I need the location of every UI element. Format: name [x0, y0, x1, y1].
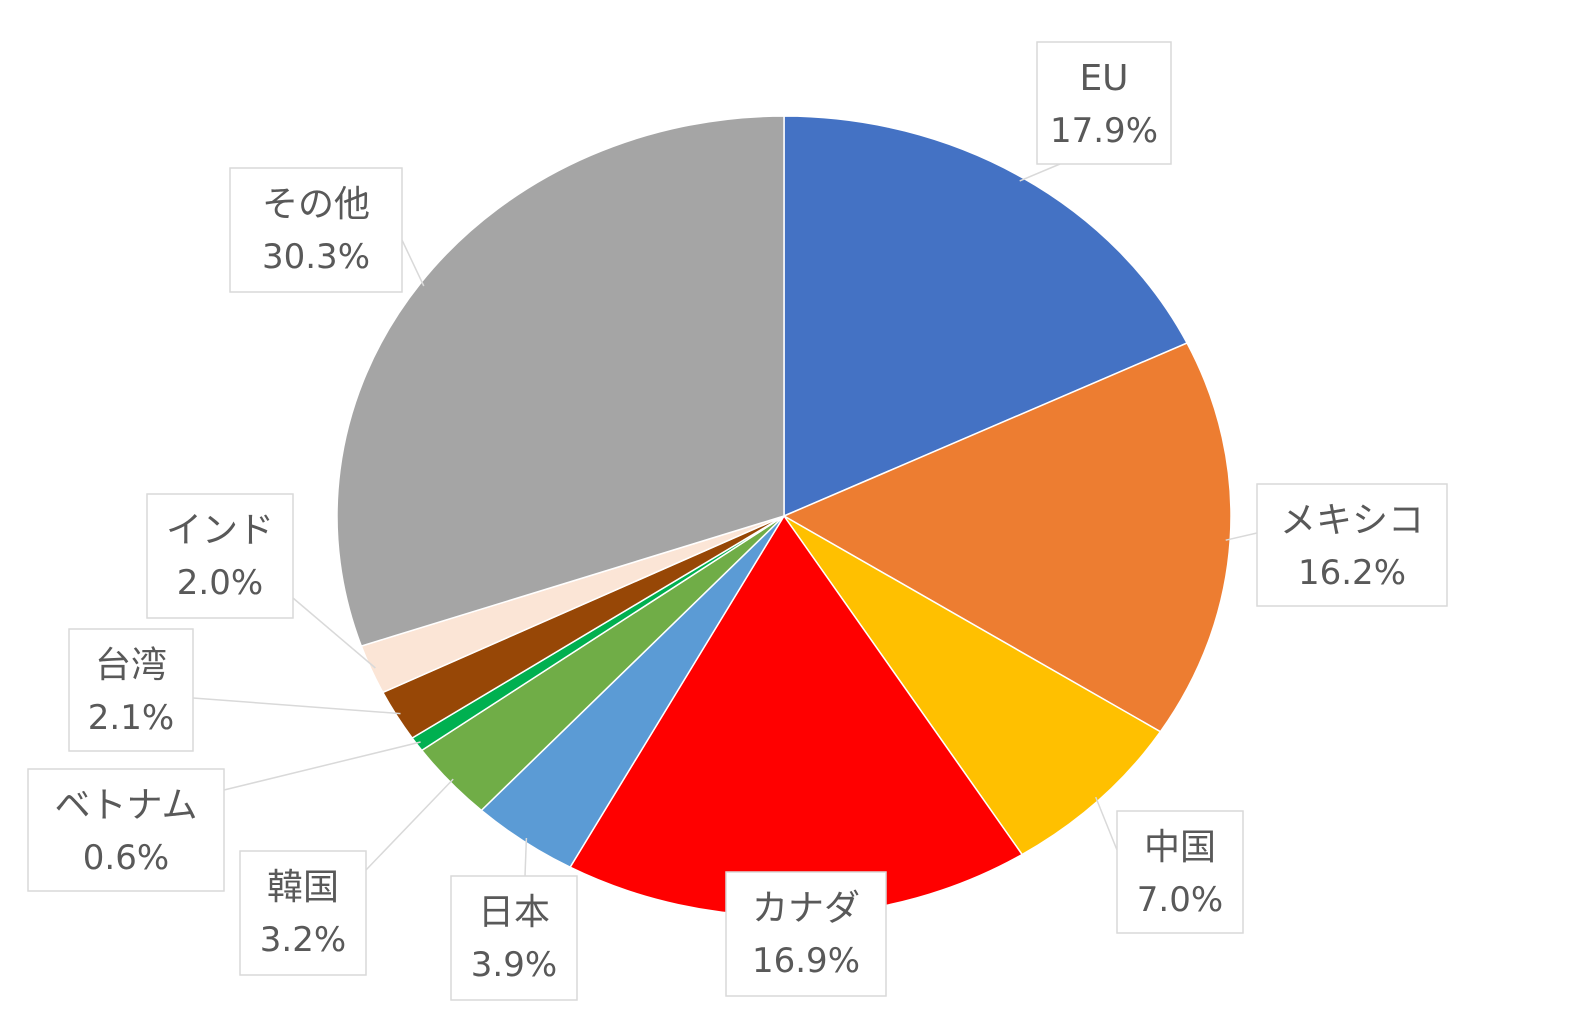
- slice-category-label: その他: [262, 184, 370, 225]
- slice-value-label: 2.0%: [177, 563, 263, 603]
- data-label-box: [68, 628, 194, 752]
- slice-category-label: 日本: [478, 892, 550, 933]
- slice-value-label: 30.3%: [262, 237, 370, 277]
- pie-slice: [336, 115, 785, 647]
- pie-slice: [783, 515, 1162, 856]
- leader-line: [1225, 532, 1258, 541]
- slice-category-label: インド: [166, 510, 274, 551]
- slice-value-label: 2.1%: [88, 698, 174, 738]
- pie-slice: [783, 115, 1189, 518]
- data-label-box: [239, 850, 367, 976]
- leader-line: [1095, 796, 1118, 851]
- leader-line: [292, 597, 376, 669]
- slice-value-label: 7.0%: [1137, 880, 1223, 920]
- slice-value-label: 3.2%: [260, 920, 346, 960]
- slice-category-label: メキシコ: [1280, 500, 1424, 541]
- data-label-box: [1256, 483, 1448, 607]
- data-label-box: [725, 871, 887, 997]
- slice-value-label: 16.9%: [752, 941, 860, 981]
- slice-value-label: 3.9%: [471, 945, 557, 985]
- data-label-box: [27, 768, 225, 892]
- leader-line: [401, 239, 425, 287]
- leader-lines: [192, 163, 1258, 912]
- slice-category-label: 台湾: [95, 645, 167, 686]
- slice-category-label: ベトナム: [55, 785, 198, 826]
- data-label-box: [146, 493, 294, 619]
- pie-slices: [336, 115, 1232, 917]
- data-labels: EU 17.9% メキシコ 16.2% 中国 7.0% カナダ 16.9% 日本 3.9% 韓国 3.…: [27, 41, 1448, 1001]
- slice-value-label: 0.6%: [83, 838, 169, 878]
- data-label-box: [450, 875, 578, 1001]
- slice-category-label: EU: [1079, 58, 1128, 99]
- data-label-box: [1116, 810, 1244, 934]
- slice-category-label: 韓国: [267, 867, 339, 908]
- slice-category-label: カナダ: [752, 888, 860, 929]
- slice-value-label: 17.9%: [1050, 111, 1158, 151]
- pie-slice: [782, 342, 1232, 733]
- slice-value-label: 16.2%: [1298, 553, 1406, 593]
- slice-category-label: 中国: [1144, 827, 1216, 868]
- data-label-box: [229, 167, 403, 293]
- data-label-box: [1036, 41, 1172, 165]
- leader-line: [192, 697, 401, 715]
- leader-line: [1019, 163, 1061, 182]
- leader-line: [524, 837, 528, 877]
- leader-line: [365, 778, 454, 871]
- leader-line: [223, 741, 421, 791]
